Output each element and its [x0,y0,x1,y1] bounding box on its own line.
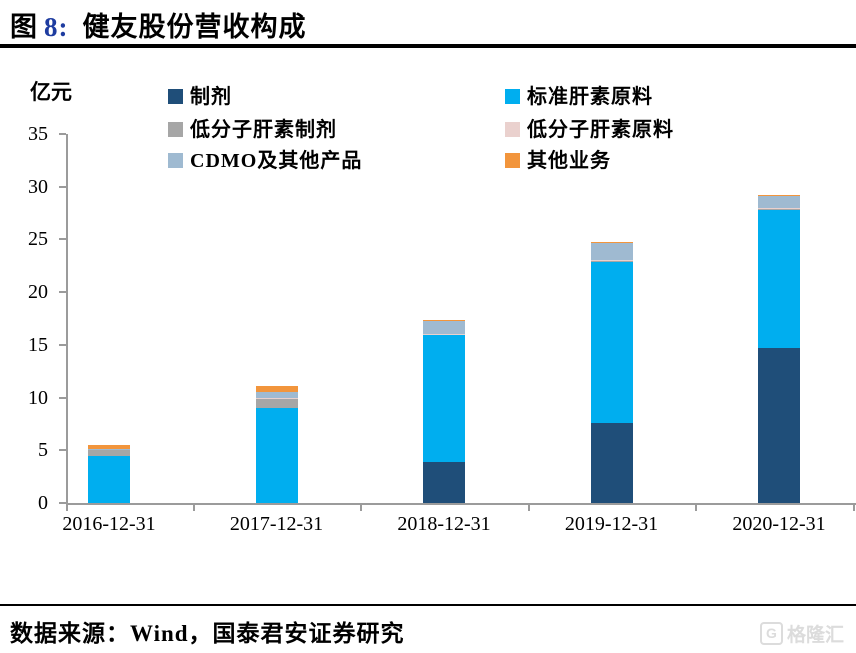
y-axis-tick-label: 30 [28,175,48,198]
legend-item-标准肝素原料: 标准肝素原料 [505,80,653,108]
y-axis-tick [59,502,66,504]
gelonghui-watermark: G 格隆汇 [759,620,844,647]
x-axis-category-label: 2020-12-31 [732,513,826,535]
bar-segment-标准肝素原料 [88,455,130,503]
figure-number: 8: [44,12,69,42]
legend-swatch-icon [168,122,183,137]
bar-segment-CDMO及其他产品 [255,391,298,398]
legend-item-低分子肝素原料: 低分子肝素原料 [505,113,674,141]
legend-label: CDMO及其他产品 [190,150,363,172]
x-axis-tick [66,505,68,511]
bar-segment-低分子肝素原料 [423,333,465,335]
x-axis-tick [527,505,530,511]
gelonghui-watermark-text: 格隆汇 [786,625,844,646]
legend-swatch-icon [168,153,183,168]
y-axis-tick [59,133,66,135]
legend-label: 低分子肝素原料 [527,119,674,141]
footer-divider [0,604,856,606]
bar-segment-低分子肝素制剂 [88,449,130,456]
y-axis-tick [59,291,66,294]
y-axis-tick [59,343,66,346]
y-axis-tick-label: 10 [28,386,48,409]
gelonghui-logo-icon: G [759,622,783,645]
y-axis-tick [59,449,66,452]
x-axis-category-label: 2017-12-31 [229,513,324,535]
x-axis-tick [192,505,195,511]
bar-segment-其他业务 [590,242,633,244]
bar-segment-制剂 [423,461,465,503]
y-axis-tick-label: 15 [28,333,48,356]
y-axis-tick-label: 0 [38,492,48,514]
y-axis-tick [59,396,66,399]
legend-label: 低分子肝素制剂 [190,119,337,141]
figure-title-prefix: 图 [10,12,38,42]
legend-label: 制剂 [190,86,232,108]
legend-item-制剂: 制剂 [168,80,232,108]
figure-title: 图 8: 健友股份营收构成 [10,5,307,44]
x-axis-category-label: 2018-12-31 [397,513,491,535]
bar-segment-CDMO及其他产品 [423,321,465,334]
x-axis-tick [360,505,363,511]
figure-title-text: 健友股份营收构成 [82,12,307,42]
bar-segment-CDMO及其他产品 [88,448,130,450]
y-axis-tick [59,238,66,241]
x-axis-tick [695,505,698,511]
bar-segment-低分子肝素制剂 [590,261,633,263]
title-underline [0,44,856,48]
y-axis-tick-label: 5 [38,439,48,462]
bar-segment-低分子肝素原料 [758,208,800,210]
y-axis-unit-label: 亿元 [30,80,72,104]
bar-segment-制剂 [758,348,800,503]
legend-item-CDMO及其他产品: CDMO及其他产品 [168,144,362,172]
bar-segment-制剂 [590,422,633,503]
x-axis-tick [853,505,855,511]
bar-segment-低分子肝素制剂 [423,334,465,336]
bar-segment-低分子肝素原料 [590,260,633,262]
legend-item-低分子肝素制剂: 低分子肝素制剂 [168,113,337,141]
legend-swatch-icon [505,89,520,104]
y-axis-line [66,134,68,503]
bar-segment-CDMO及其他产品 [758,195,800,209]
y-axis-tick-label: 20 [28,281,48,304]
legend-swatch-icon [505,153,520,168]
bar-segment-CDMO及其他产品 [590,243,633,261]
bar-segment-其他业务 [255,385,298,392]
legend-label: 标准肝素原料 [527,86,653,108]
data-source-text: 数据来源：Wind，国泰君安证券研究 [10,621,405,646]
bar-segment-其他业务 [758,194,800,196]
x-axis-category-label: 2019-12-31 [564,513,659,535]
legend-item-其他业务: 其他业务 [505,144,611,172]
bar-segment-其他业务 [423,320,465,322]
legend-swatch-icon [505,122,520,137]
y-axis-tick [59,185,66,188]
x-axis-line [66,503,856,505]
bar-segment-标准肝素原料 [590,261,633,423]
bar-segment-标准肝素原料 [758,209,800,349]
y-axis-tick-label: 35 [28,123,48,145]
bar-segment-标准肝素原料 [255,408,298,503]
bar-segment-低分子肝素制剂 [255,398,298,409]
legend-swatch-icon [168,89,183,104]
bar-segment-低分子肝素制剂 [758,209,800,211]
x-axis-category-label: 2016-12-31 [62,513,156,535]
bar-segment-标准肝素原料 [423,335,465,462]
y-axis-tick-label: 25 [28,228,48,251]
legend-label: 其他业务 [527,150,611,172]
bar-segment-低分子肝素原料 [255,397,298,399]
bar-segment-其他业务 [88,445,130,449]
